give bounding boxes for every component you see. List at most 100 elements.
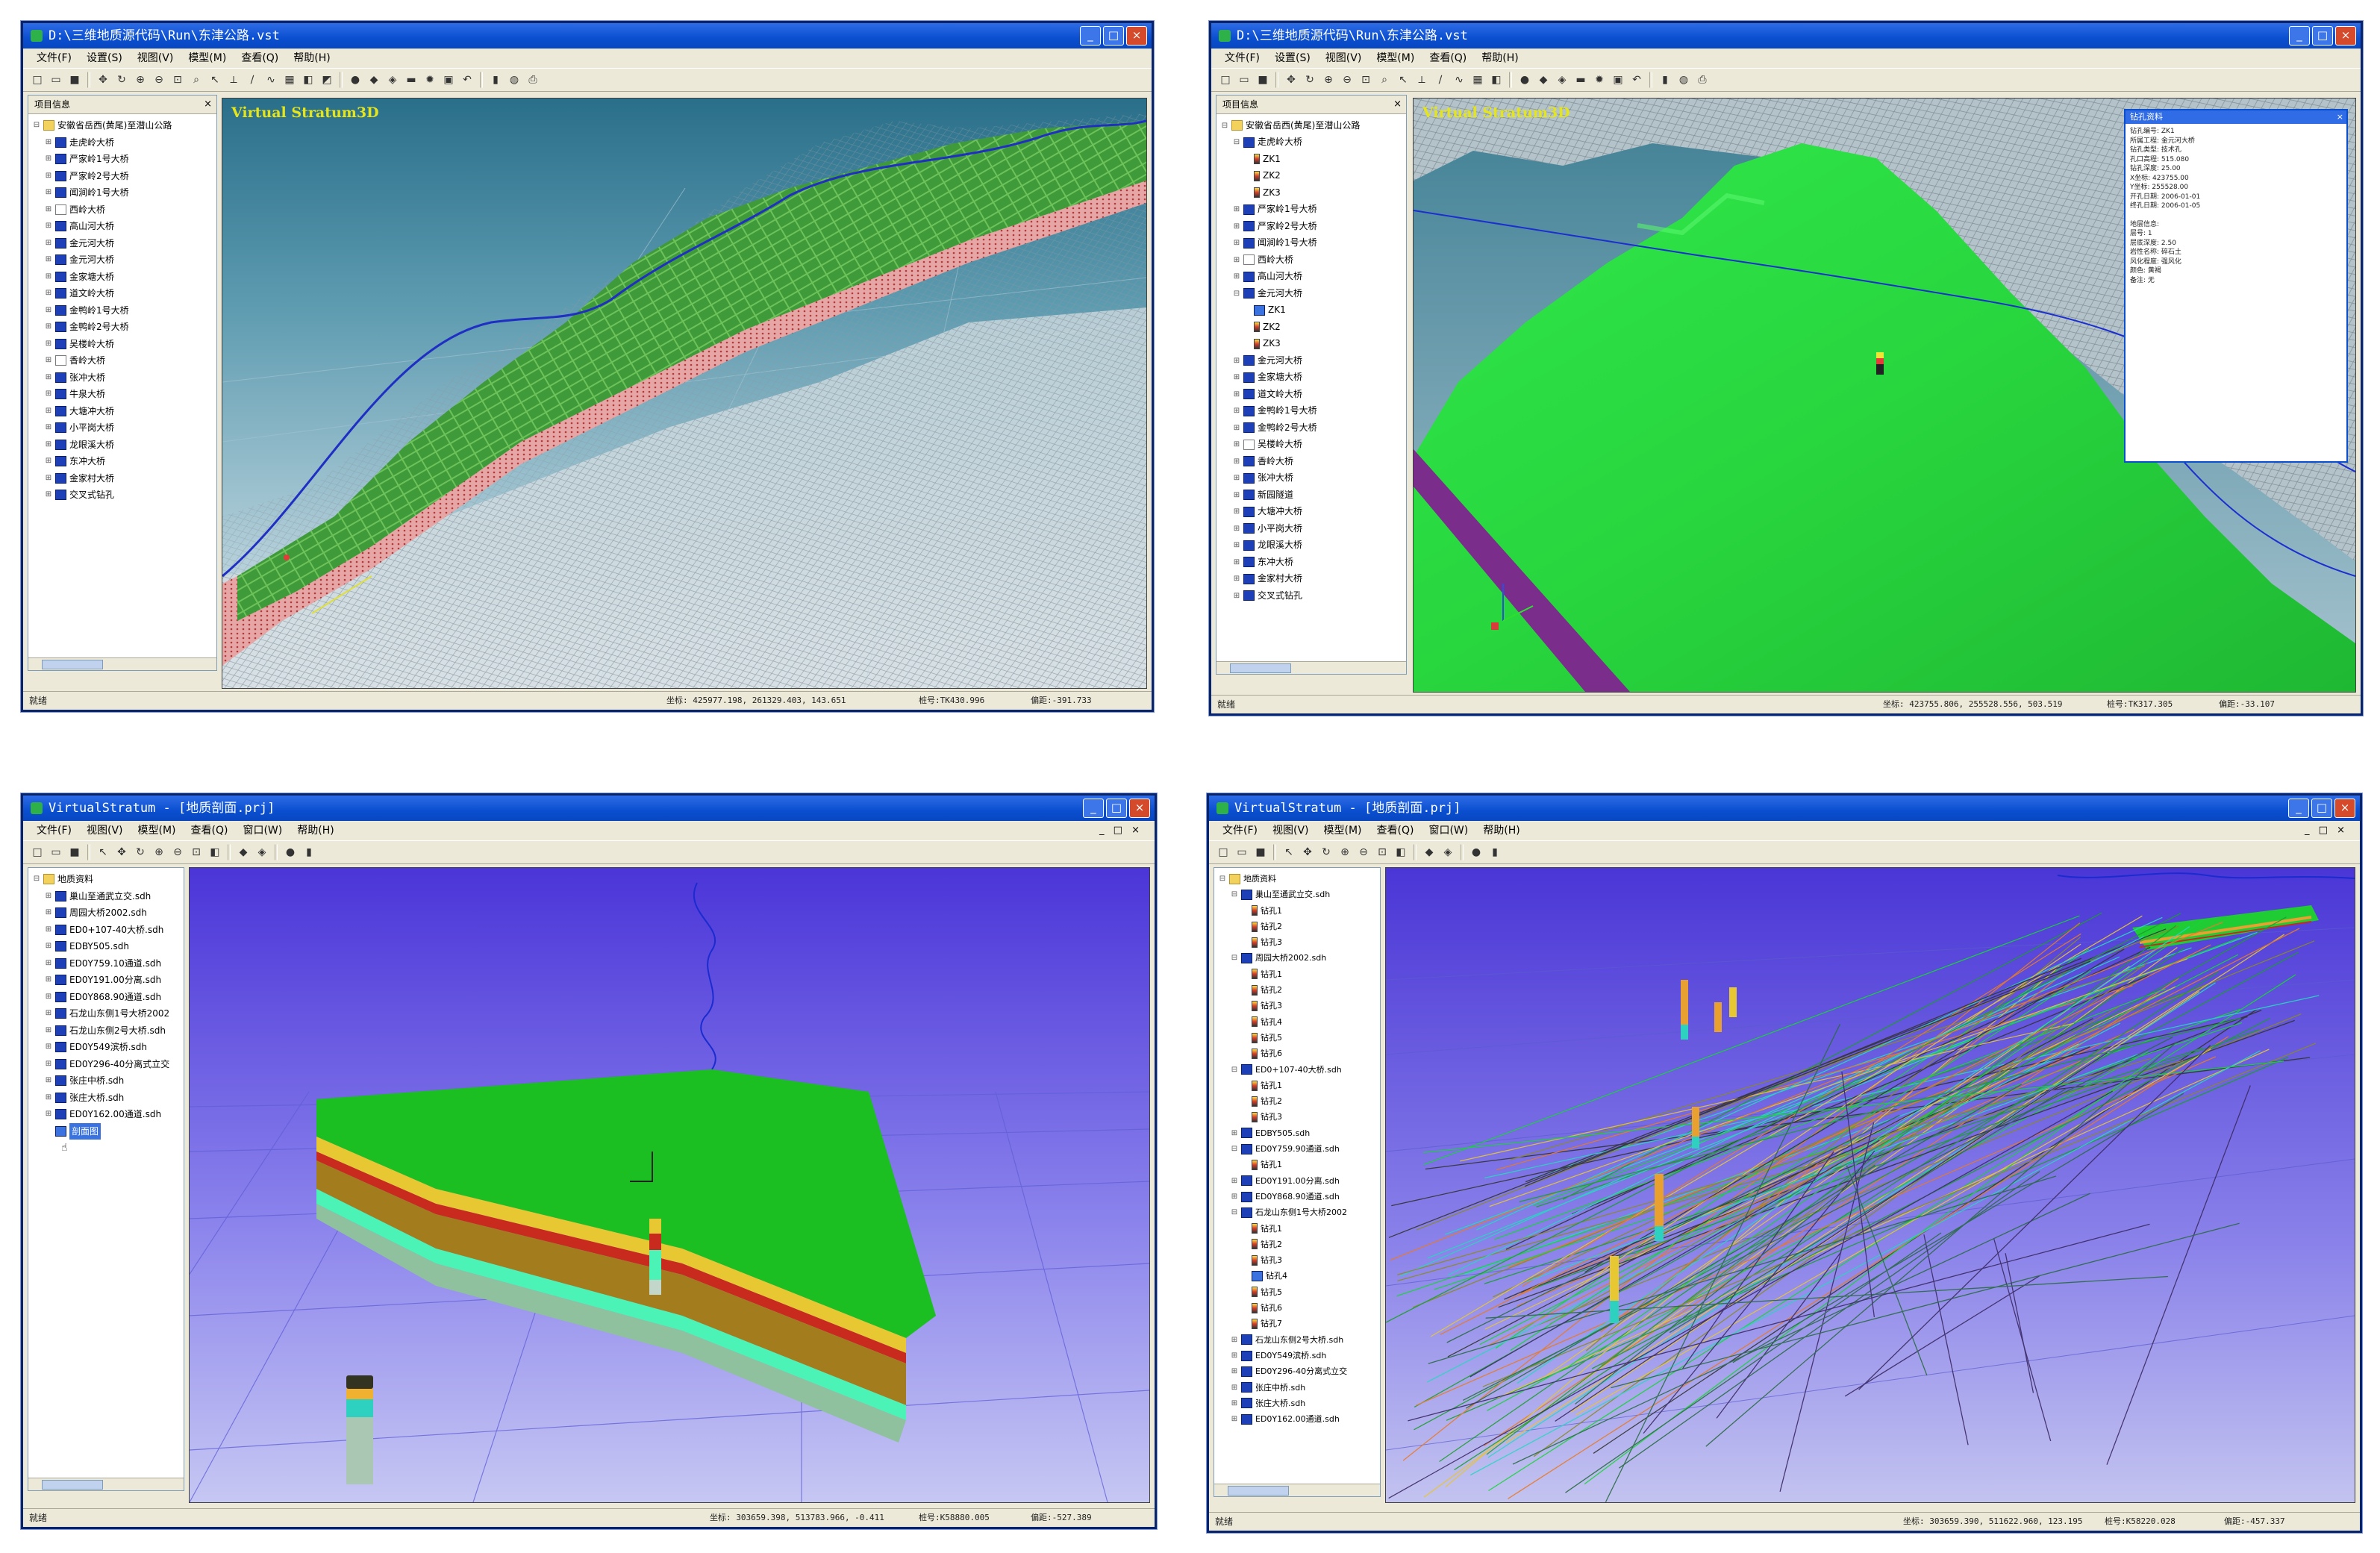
tree-item[interactable]: ⊞ 大塘冲大桥 (33, 403, 216, 420)
collapse-icon[interactable]: ⊟ (1231, 954, 1238, 963)
tree-item[interactable]: 钻孔3 (1219, 1109, 1380, 1125)
tree-item[interactable]: ⊞ ED0Y759.10通道.sdh (33, 955, 184, 972)
light-icon[interactable]: ✹ (1595, 74, 1604, 86)
menu-help[interactable]: 帮助(H) (297, 825, 334, 837)
tree-item[interactable]: ⊞ 严家岭2号大桥 (1221, 218, 1406, 235)
solid-icon[interactable]: ◆ (239, 846, 248, 858)
section-icon[interactable]: ▬ (406, 74, 416, 86)
save-icon[interactable]: ■ (1258, 74, 1268, 86)
minimize-button[interactable]: _ (2288, 799, 2309, 818)
expand-icon[interactable]: ⊞ (1233, 239, 1240, 248)
tree-item[interactable]: 钻孔2 (1219, 1237, 1380, 1252)
tree-item[interactable]: ⊞ ED0Y296-40分离式立交 (33, 1056, 184, 1073)
maximize-button[interactable]: □ (1103, 26, 1124, 46)
expand-icon[interactable]: ⊞ (45, 457, 52, 465)
tree-tab[interactable]: 项目信息 × (1216, 96, 1406, 114)
render-icon[interactable]: ● (1471, 846, 1481, 858)
tree-item[interactable]: 钻孔2 (1219, 1093, 1380, 1109)
expand-icon[interactable]: ⊞ (45, 440, 52, 449)
layer-icon[interactable]: ◧ (303, 74, 313, 86)
solid-icon[interactable]: ◆ (1425, 846, 1434, 858)
tree-item[interactable]: ZK3 (1221, 336, 1406, 353)
menu-model[interactable]: 模型(M) (1323, 825, 1362, 837)
tree-item[interactable]: ⊞ 牛泉大桥 (33, 386, 216, 403)
tree-root[interactable]: ⊟ 安徽省岳西(黄尾)至潜山公路 (33, 117, 216, 134)
mdi-controls[interactable]: _ □ × (2305, 825, 2348, 836)
section-icon[interactable]: ▬ (1575, 74, 1586, 86)
select-icon[interactable]: ↖ (210, 74, 219, 86)
tree-item[interactable]: ⊞ ED0Y549滨桥.sdh (1219, 1348, 1380, 1363)
tree-item[interactable]: ⊞ ED0+107-40大桥.sdh (33, 922, 184, 939)
tree-item[interactable]: ZK3 (1221, 184, 1406, 201)
expand-icon[interactable]: ⊞ (1233, 591, 1240, 600)
new-file-icon[interactable]: □ (32, 846, 43, 858)
expand-icon[interactable]: ⊞ (1231, 1335, 1238, 1344)
expand-icon[interactable]: ⊞ (45, 1076, 52, 1085)
3d-viewport[interactable] (189, 867, 1150, 1503)
camera-icon[interactable]: ▣ (1613, 74, 1623, 86)
collapse-icon[interactable]: ⊟ (1221, 121, 1228, 130)
close-icon[interactable]: × (204, 99, 212, 110)
light-icon[interactable]: ✹ (425, 74, 434, 86)
expand-icon[interactable]: ⊞ (45, 423, 52, 431)
tree-item[interactable]: 钻孔5 (1219, 1030, 1380, 1046)
close-button[interactable]: × (1126, 26, 1147, 46)
expand-icon[interactable]: ⊞ (1233, 423, 1240, 432)
tree-item[interactable]: ⊞ 严家岭1号大桥 (33, 151, 216, 168)
tree-item[interactable]: ⊞ ED0Y296-40分离式立交 (1219, 1363, 1380, 1379)
tree-item[interactable]: ZK1 (1221, 302, 1406, 319)
grid-icon[interactable]: ▦ (284, 74, 295, 86)
tree-item[interactable]: ⊞ 香岭大桥 (1221, 453, 1406, 470)
menu-help[interactable]: 帮助(H) (293, 52, 331, 64)
minimize-button[interactable]: _ (1083, 799, 1104, 818)
expand-icon[interactable]: ⊞ (45, 339, 52, 348)
expand-icon[interactable]: ⊞ (45, 204, 52, 213)
tree-item[interactable]: 钻孔3 (1219, 934, 1380, 950)
expand-icon[interactable]: ⊞ (1231, 1176, 1238, 1185)
tree-root[interactable]: ⊟ 地质资料 (33, 871, 184, 888)
horizontal-scrollbar[interactable] (28, 657, 216, 670)
expand-icon[interactable]: ⊞ (1231, 1415, 1238, 1424)
tree-item[interactable]: 钻孔1 (1219, 1157, 1380, 1172)
expand-icon[interactable]: ⊞ (45, 891, 52, 900)
tree-item[interactable]: ⊞ 走虎岭大桥 (33, 134, 216, 151)
menu-window[interactable]: 窗口(W) (243, 825, 283, 837)
tree-item[interactable]: ⊟ ED0+107-40大桥.sdh (1219, 1062, 1380, 1078)
scroll-thumb[interactable] (42, 1480, 103, 1490)
print-icon[interactable]: ⎙ (1698, 74, 1707, 86)
expand-icon[interactable]: ⊞ (1233, 507, 1240, 516)
expand-icon[interactable]: ⊞ (45, 992, 52, 1001)
collapse-icon[interactable]: ⊟ (1233, 289, 1240, 298)
select-icon[interactable]: ↖ (1284, 846, 1293, 858)
zoom-window-icon[interactable]: ⊡ (1378, 846, 1387, 858)
line-icon[interactable]: ∕ (1438, 74, 1443, 86)
tree-item[interactable]: ⊞ 闻涧岭1号大桥 (1221, 235, 1406, 252)
tree-item[interactable]: ⊞ 张庄中桥.sdh (1219, 1380, 1380, 1396)
tree-item[interactable]: 钻孔1 (1219, 903, 1380, 919)
tree-item[interactable]: ⊞ 龙眼溪大桥 (33, 437, 216, 454)
tree-item[interactable]: ⊞ 周园大桥2002.sdh (33, 904, 184, 922)
tree-root[interactable]: ⊟ 安徽省岳西(黄尾)至潜山公路 (1221, 117, 1406, 134)
pan-icon[interactable]: ✥ (117, 846, 126, 858)
tree-item[interactable]: ⊞ 张冲大桥 (1221, 470, 1406, 487)
tree-item[interactable]: 钻孔2 (1219, 919, 1380, 934)
tree-item[interactable]: ⊞ 张冲大桥 (33, 369, 216, 387)
expand-icon[interactable]: ⊞ (45, 289, 52, 297)
minimize-button[interactable]: _ (2289, 26, 2310, 46)
open-file-icon[interactable]: ▭ (51, 74, 61, 86)
expand-icon[interactable]: ⊞ (45, 490, 52, 499)
tree-item[interactable]: 钻孔1 (1219, 1078, 1380, 1093)
tree-item[interactable]: ⊞ 金家塘大桥 (1221, 369, 1406, 387)
tree-item[interactable]: ⊞ ED0Y162.00通道.sdh (33, 1106, 184, 1123)
menu-file[interactable]: 文件(F) (37, 52, 72, 64)
expand-icon[interactable]: ⊞ (45, 238, 52, 247)
expand-icon[interactable]: ⊞ (45, 272, 52, 281)
borehole-icon[interactable]: ▮ (493, 74, 499, 86)
tree-item[interactable]: ⊞ ED0Y868.90通道.sdh (33, 989, 184, 1006)
horizontal-scrollbar[interactable] (1216, 661, 1406, 674)
select-icon[interactable]: ↖ (99, 846, 107, 858)
menu-query[interactable]: 查看(Q) (241, 52, 279, 64)
tree-item[interactable]: ⊟ 周园大桥2002.sdh (1219, 950, 1380, 966)
borehole-icon[interactable]: ▮ (1492, 846, 1498, 858)
expand-icon[interactable]: ⊞ (45, 1110, 52, 1119)
